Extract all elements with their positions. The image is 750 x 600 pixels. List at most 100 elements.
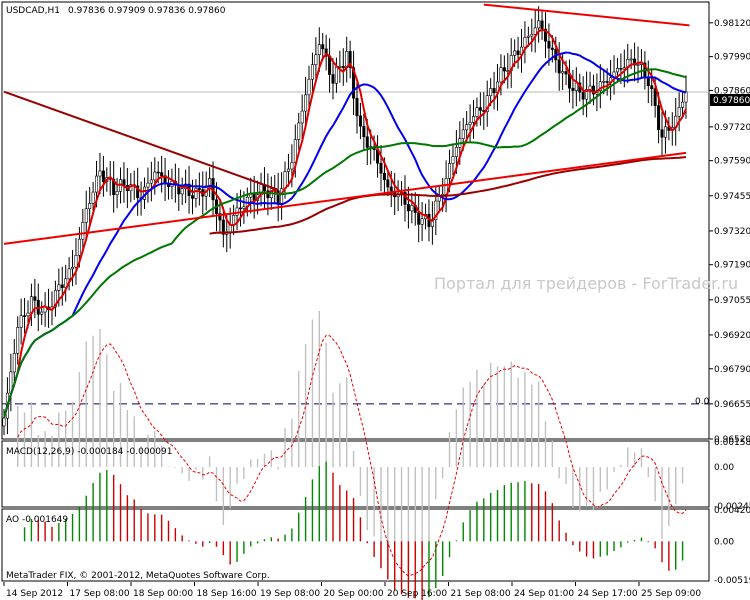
candle-body [314, 54, 318, 65]
candle-body [444, 178, 448, 195]
macd-tick-label: 0.001582 [714, 438, 750, 448]
price-tick-label: 0.98120 [714, 19, 750, 29]
price-tick-label: 0.97320 [714, 227, 750, 237]
candle-body [417, 212, 421, 225]
candle-body [60, 284, 64, 288]
time-tick-label: 19 Sep 08:00 [260, 589, 320, 599]
price-panel-frame [1, 1, 710, 440]
candle-body [523, 37, 527, 48]
ao-title: AO -0.001649 [6, 515, 68, 525]
candle-body [660, 129, 664, 138]
candle-body [663, 126, 667, 138]
candle-body [149, 179, 153, 184]
candle-body [684, 91, 688, 103]
macd-panel-frame [1, 440, 710, 508]
candle-body [310, 64, 314, 80]
candle-body [300, 110, 304, 124]
macd-signal-line [17, 334, 687, 577]
candle-body [33, 296, 37, 301]
ao-panel-frame [1, 508, 710, 582]
candle-body [348, 51, 352, 68]
candle-body [98, 170, 102, 177]
time-tick-label: 18 Sep 16:00 [197, 589, 257, 599]
candle-body [304, 94, 308, 112]
candle-body [526, 35, 530, 38]
candle-body [57, 284, 61, 291]
candle-body [208, 178, 212, 187]
axes: 0.98120 0.97990 0.97860 0.97720 0.97590 0.974… [3, 19, 750, 599]
candle-body [506, 70, 510, 72]
candle-body [465, 124, 469, 131]
candle-body [585, 89, 589, 100]
candle-body [454, 147, 458, 157]
candle-body [232, 215, 236, 225]
candle-body [235, 207, 239, 216]
candle-body [40, 311, 44, 315]
candle-body [352, 67, 356, 99]
candle-body [561, 71, 565, 74]
candle-body [2, 417, 6, 427]
candle-body [23, 315, 27, 317]
candle-body [557, 59, 561, 74]
time-tick-label: 14 Sep 2012 [6, 589, 63, 599]
candle-body [629, 58, 633, 61]
candle-body [101, 170, 105, 182]
macd-title: MACD(12,26,9) -0.000184 -0.000091 [6, 447, 172, 457]
symbol-label: USDCAD,H1 [6, 6, 60, 16]
time-tick-label: 21 Sep 08:00 [451, 589, 511, 599]
candle-body [317, 44, 321, 55]
time-tick-label: 24 Sep 17:00 [578, 589, 638, 599]
candle-body [571, 87, 575, 91]
candle-body [355, 97, 359, 117]
candle-body [74, 255, 78, 268]
price-tick-label: 0.97860 [714, 86, 750, 96]
price-tick-label: 0.97055 [714, 296, 750, 306]
candle-body [321, 44, 325, 50]
time-tick-label: 18 Sep 00:00 [133, 589, 193, 599]
price-tag: 0.97860 [713, 96, 750, 106]
candle-body [615, 68, 619, 73]
price-tag-box [710, 94, 750, 106]
copyright-footer: MetaTrader FIX, © 2001-2012, MetaQuotes … [6, 571, 270, 581]
time-tick-label: 17 Sep 08:00 [70, 589, 130, 599]
candle-body [530, 34, 534, 37]
candle-body [657, 105, 661, 130]
price-tick-label: 0.97190 [714, 261, 750, 271]
candle-body [84, 208, 88, 223]
candle-body [516, 50, 520, 55]
candle-body [379, 162, 383, 174]
candle-body [334, 66, 338, 84]
candle-body [489, 88, 493, 96]
candle-body [26, 312, 30, 317]
candle-body [461, 129, 465, 139]
candle-body [382, 172, 386, 181]
trendline [483, 3, 690, 27]
ao-tick-label: 0.00 [714, 537, 734, 547]
candle-body [190, 195, 194, 199]
candle-body [681, 101, 685, 108]
macd-plot [17, 310, 687, 585]
hline-label: 0.0 [695, 397, 710, 407]
trendline [3, 90, 279, 191]
price-tick-label: 0.96920 [714, 331, 750, 341]
candle-body [636, 64, 640, 66]
price-tick-label: 0.96520 [714, 435, 750, 445]
price-tick-label: 0.96790 [714, 365, 750, 375]
ma_mid-line [3, 51, 687, 419]
candle-body [153, 171, 157, 181]
candle-body [543, 28, 547, 42]
candle-body [564, 71, 568, 75]
candle-body [550, 47, 554, 50]
candle-body [77, 238, 81, 256]
price-tick-label: 0.97990 [714, 53, 750, 63]
candle-body [646, 77, 650, 87]
candle-body [91, 191, 95, 204]
candle-body [95, 175, 99, 193]
candle-body [472, 116, 476, 123]
ao-plot [23, 461, 684, 600]
price-plot[interactable] [2, 3, 709, 436]
candle-body [180, 188, 184, 195]
candle-body [478, 107, 482, 111]
candle-body [197, 188, 201, 190]
